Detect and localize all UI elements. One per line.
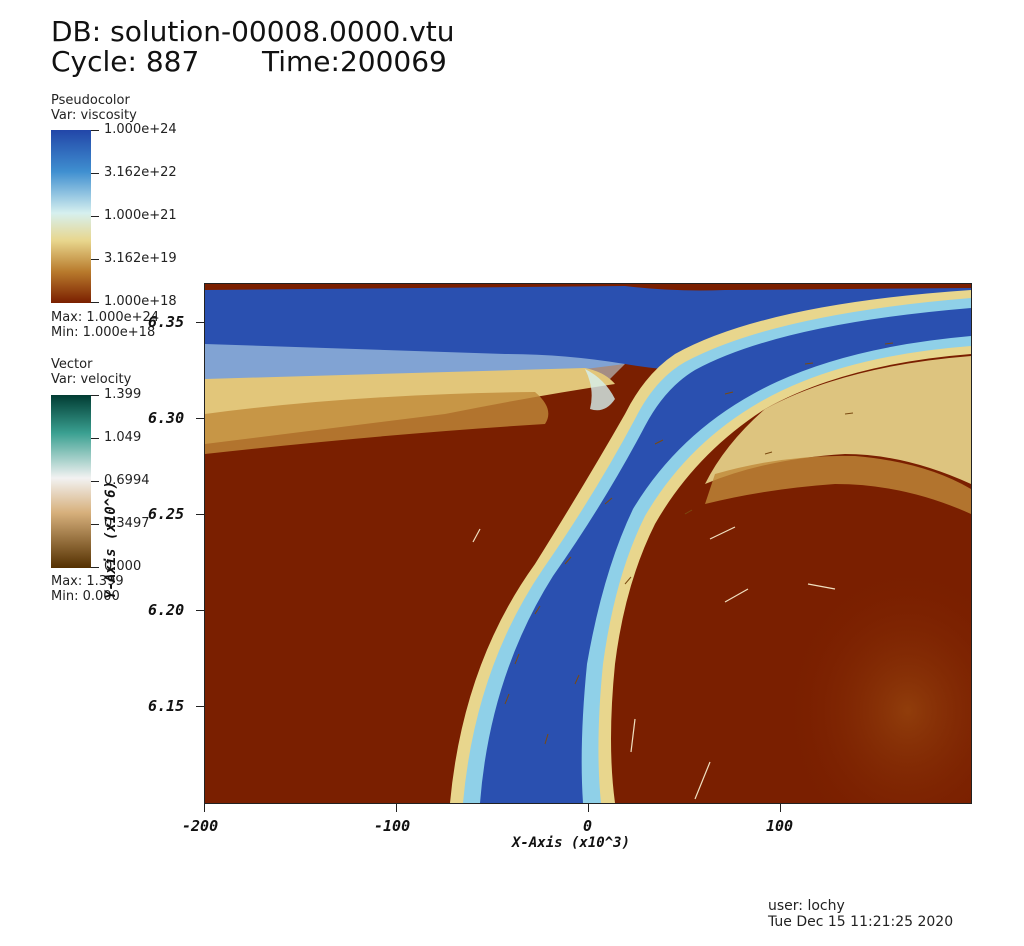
pseudocolor-max: Max: 1.000e+24 — [51, 310, 160, 325]
vector-tick-mark — [91, 481, 99, 482]
y-tick-mark — [196, 322, 204, 323]
vector-tick-mark — [91, 438, 99, 439]
x-tick-mark — [204, 804, 205, 812]
fast-velocity-vectors — [472, 526, 836, 800]
database-title: DB: solution-00008.0000.vtu — [51, 15, 455, 48]
vector-tick-mark — [91, 567, 99, 568]
time-label: Time:200069 — [262, 45, 447, 78]
y-tick-mark — [196, 514, 204, 515]
timestamp-label: Tue Dec 15 11:21:25 2020 — [768, 914, 954, 930]
vector-colorbar — [51, 395, 91, 568]
vector-legend-title: Vector — [51, 357, 93, 372]
viscosity-field-svg — [205, 284, 971, 803]
x-tick-label: -200 — [182, 817, 219, 835]
right-tan-region — [705, 455, 971, 514]
x-tick-mark — [780, 804, 781, 812]
velocity-vectors — [504, 342, 894, 745]
vector-tick-mark — [91, 395, 99, 396]
y-tick-label: 6.15 — [148, 697, 185, 715]
pseudocolor-tick-mark — [91, 216, 99, 217]
vector-tick-label: 0.000 — [104, 559, 142, 574]
pseudocolor-tick-label: 1.000e+21 — [104, 208, 177, 223]
x-tick-label: -100 — [374, 817, 411, 835]
y-tick-label: 6.35 — [148, 313, 185, 331]
pseudocolor-legend-title: Pseudocolor — [51, 93, 130, 108]
pseudocolor-tick-label: 1.000e+18 — [104, 294, 177, 309]
y-tick-mark — [196, 706, 204, 707]
user-label: user: lochy — [768, 898, 845, 914]
vector-tick-mark — [91, 524, 99, 525]
pseudocolor-tick-label: 3.162e+19 — [104, 251, 177, 266]
y-tick-label: 6.20 — [148, 601, 185, 619]
vector-tick-label: 0.3497 — [104, 516, 150, 531]
vector-max: Max: 1.399 — [51, 574, 124, 589]
x-tick-mark — [396, 804, 397, 812]
x-axis-title: X-Axis (x10^3) — [512, 835, 631, 851]
slab-blue-core — [480, 308, 971, 803]
y-tick-mark — [196, 610, 204, 611]
x-tick-label: 0 — [583, 817, 593, 835]
pseudocolor-tick-mark — [91, 259, 99, 260]
y-tick-mark — [196, 418, 204, 419]
vector-tick-label: 1.049 — [104, 430, 142, 445]
top-tan-band — [205, 392, 549, 454]
pseudocolor-tick-mark — [91, 130, 99, 131]
pseudocolor-tick-label: 1.000e+24 — [104, 122, 177, 137]
viscosity-plot-area — [204, 283, 972, 804]
trench-sliver — [585, 369, 615, 411]
pseudocolor-min: Min: 1.000e+18 — [51, 325, 156, 340]
pseudocolor-tick-mark — [91, 173, 99, 174]
vector-tick-label: 1.399 — [104, 387, 142, 402]
x-tick-mark — [588, 804, 589, 812]
right-glow — [655, 434, 971, 803]
y-tick-label: 6.30 — [148, 409, 185, 427]
pseudocolor-tick-label: 3.162e+22 — [104, 165, 177, 180]
pseudocolor-variable: Var: viscosity — [51, 108, 137, 123]
slab-cyan-layer — [463, 298, 971, 803]
x-tick-label: 100 — [766, 817, 794, 835]
vector-tick-label: 0.6994 — [104, 473, 150, 488]
y-axis-title: Y-Axis (x10^6) — [103, 480, 120, 600]
vector-variable: Var: velocity — [51, 372, 132, 387]
pseudocolor-colorbar — [51, 130, 91, 303]
vector-min: Min: 0.000 — [51, 589, 120, 604]
pseudocolor-tick-mark — [91, 302, 99, 303]
cycle-label: Cycle: 887 — [51, 45, 200, 78]
y-tick-label: 6.25 — [148, 505, 185, 523]
